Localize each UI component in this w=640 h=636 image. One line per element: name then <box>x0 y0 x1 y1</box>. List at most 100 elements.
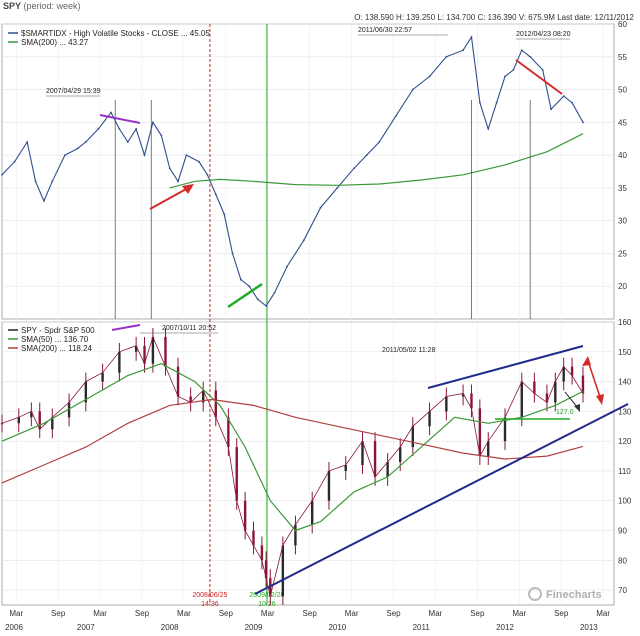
price-candle <box>164 336 167 367</box>
price-candle <box>260 545 264 561</box>
top-series-point <box>495 101 498 104</box>
price-candle <box>227 417 230 448</box>
price-candle <box>445 396 448 412</box>
top-series-point <box>286 265 288 268</box>
price-candle <box>30 411 33 418</box>
xtick-label: Sep <box>470 609 485 618</box>
top-series-point <box>43 200 45 202</box>
vertical-markers: 2008/06/25 14:36 2009/02/28 10:26 <box>192 24 285 608</box>
bottom-ytick-label: 100 <box>618 497 632 506</box>
annotation-2011-05: 2011/05/02 11:28 <box>382 347 436 354</box>
top-series-point <box>365 154 368 157</box>
price-candle <box>294 524 297 546</box>
xtick-label: Sep <box>135 609 150 618</box>
ascending-support-line <box>254 403 629 595</box>
top-series-point <box>143 154 146 157</box>
red-arrow-head <box>182 184 194 194</box>
top-series-point <box>395 114 397 117</box>
red-dashed-marker-time: 14:36 <box>201 601 219 608</box>
xtick-label: Sep <box>554 609 569 618</box>
price-candle <box>327 470 331 501</box>
top-series-point <box>411 88 414 91</box>
top-series-point <box>428 75 431 78</box>
top-series-point <box>256 298 259 301</box>
xtick-label: Mar <box>93 609 107 618</box>
top-series-point <box>302 239 305 242</box>
top-series-point <box>152 121 154 124</box>
annotation-2011-06: 2011/06/30 22:57 <box>358 27 412 34</box>
annotations: 2007/04/29 15:39 2011/06/30 22:57 2012/0… <box>46 27 574 416</box>
bottom-ytick-label: 160 <box>618 318 632 327</box>
xtick-label: Mar <box>177 609 191 618</box>
chart-header-left: SPY (period: week) <box>3 1 81 11</box>
price-candle <box>361 441 364 465</box>
price-candle <box>252 530 255 546</box>
price-candle <box>118 351 121 373</box>
top-series-point <box>51 180 54 183</box>
xtick-label: Sep <box>219 609 234 618</box>
top-series-point <box>34 180 37 183</box>
top-series-point <box>110 111 112 114</box>
bottom-legend-label: SMA(50) ... 136.70 <box>21 335 89 344</box>
red-decline-line <box>515 59 563 95</box>
top-series-point <box>336 186 339 189</box>
bottom-legend-label: SPY - Spdr S&P 500 <box>21 326 95 335</box>
annotation-2012-04: 2012/04/23 08:20 <box>516 31 571 38</box>
top-series-point <box>135 127 138 130</box>
top-ytick-label: 35 <box>618 184 627 193</box>
xtick-year-label: 2009 <box>245 623 263 632</box>
xtick-label: Mar <box>9 609 23 618</box>
xtick-label: Sep <box>303 609 318 618</box>
watermark: Finecharts <box>528 587 602 601</box>
price-candle <box>478 408 482 457</box>
top-series-point <box>529 55 532 58</box>
price-candle <box>520 381 523 418</box>
price-candle <box>17 417 20 424</box>
finecharts-logo-icon <box>528 587 542 601</box>
price-candle <box>243 500 247 531</box>
red-arrow-shaft <box>149 187 189 210</box>
top-panel-frame <box>1 23 615 320</box>
price-candle <box>562 366 565 382</box>
price-candle <box>134 345 138 352</box>
price-candle <box>189 396 192 403</box>
top-series-point <box>84 141 87 143</box>
bottom-sma-line-0 <box>1 363 584 532</box>
bottom-ytick-label: 150 <box>618 348 632 357</box>
top-series-point <box>550 108 553 111</box>
price-candle <box>0 423 4 425</box>
black-arrow-shaft <box>564 391 579 409</box>
legends: $SMARTIDX - High Volatile Stocks - CLOSE… <box>8 29 210 353</box>
top-series-point <box>214 193 217 196</box>
price-candle <box>101 372 104 382</box>
bottom-ytick-label: 80 <box>618 556 627 565</box>
top-series-point <box>118 127 121 130</box>
top-series-point <box>582 121 584 124</box>
red-up-arrow-head <box>582 356 591 366</box>
xtick-year-label: 2006 <box>5 623 23 632</box>
top-ytick-label: 40 <box>618 151 627 160</box>
top-series-point <box>319 206 322 209</box>
annotation-2007-10: 2007/10/11 20:52 <box>162 325 216 332</box>
top-ytick-label: 55 <box>618 53 627 62</box>
top-series-point <box>126 141 129 143</box>
price-candle <box>570 366 574 376</box>
chart-title: SPY <box>3 1 22 11</box>
price-candle <box>386 462 389 477</box>
red-down-arrow-head <box>596 394 604 405</box>
top-series-point <box>97 127 100 130</box>
xtick-label: Mar <box>596 609 610 618</box>
top-series-point <box>470 36 473 39</box>
price-candle <box>545 393 549 403</box>
trend-lines <box>99 59 629 595</box>
top-series-point <box>26 141 29 143</box>
top-series-point <box>512 68 515 71</box>
top-series-point <box>571 101 573 104</box>
price-candle <box>310 500 314 525</box>
price-candle <box>373 441 377 477</box>
top-series-point <box>63 154 66 157</box>
xtick-year-label: 2010 <box>328 623 346 632</box>
bottom-panel-series <box>0 327 585 605</box>
top-series-line-1 <box>169 133 584 189</box>
